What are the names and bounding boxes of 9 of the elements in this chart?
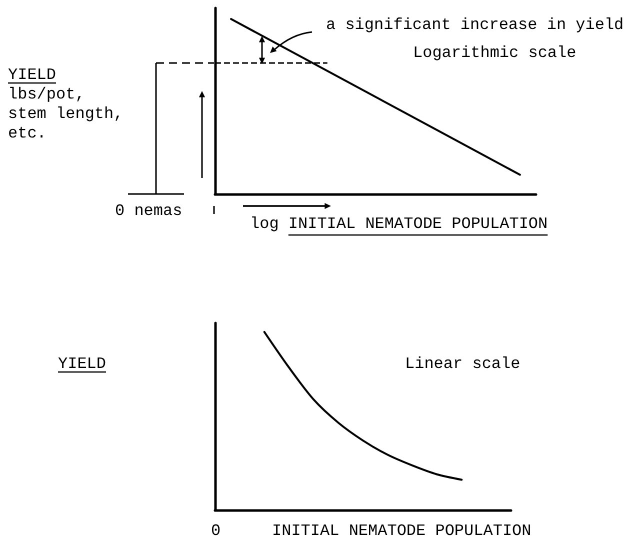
annotation: Linear scale — [405, 355, 520, 373]
x-axis-title: INITIAL NEMATODE POPULATION — [272, 522, 532, 540]
annotation: Logarithmic scale — [413, 44, 576, 62]
x-axis-title: log INITIAL NEMATODE POPULATION — [250, 215, 548, 233]
text: 0 — [211, 522, 221, 540]
y-axis-title: YIELD lbs/pot, stem length, etc. — [8, 66, 124, 142]
annotation: a significant increase in yield — [326, 16, 624, 34]
y-axis-title: YIELD — [58, 355, 106, 373]
text: 0 nemas — [115, 202, 182, 220]
